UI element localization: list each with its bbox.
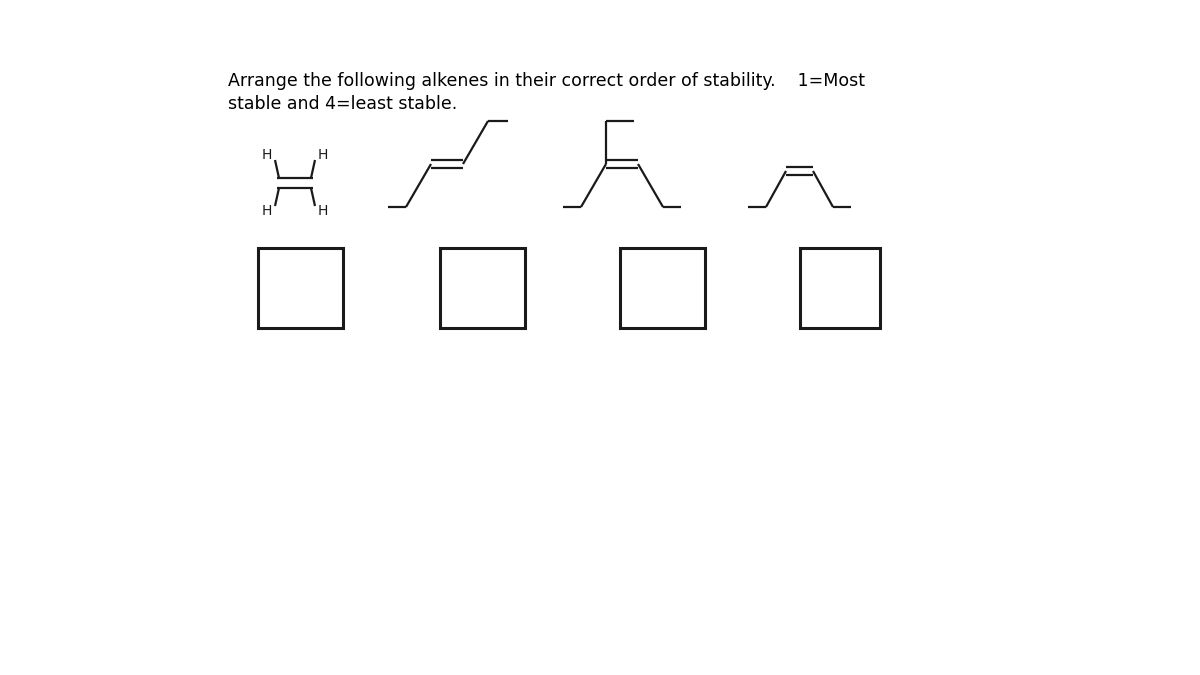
Text: H: H — [318, 148, 328, 162]
Text: Arrange the following alkenes in their correct order of stability.    1=Most: Arrange the following alkenes in their c… — [228, 72, 865, 90]
Bar — [620, 248, 706, 328]
Bar — [258, 248, 343, 328]
Text: H: H — [262, 204, 272, 218]
Text: stable and 4=least stable.: stable and 4=least stable. — [228, 95, 457, 113]
Bar — [440, 248, 526, 328]
Text: H: H — [262, 148, 272, 162]
Text: H: H — [318, 204, 328, 218]
Bar — [800, 248, 880, 328]
